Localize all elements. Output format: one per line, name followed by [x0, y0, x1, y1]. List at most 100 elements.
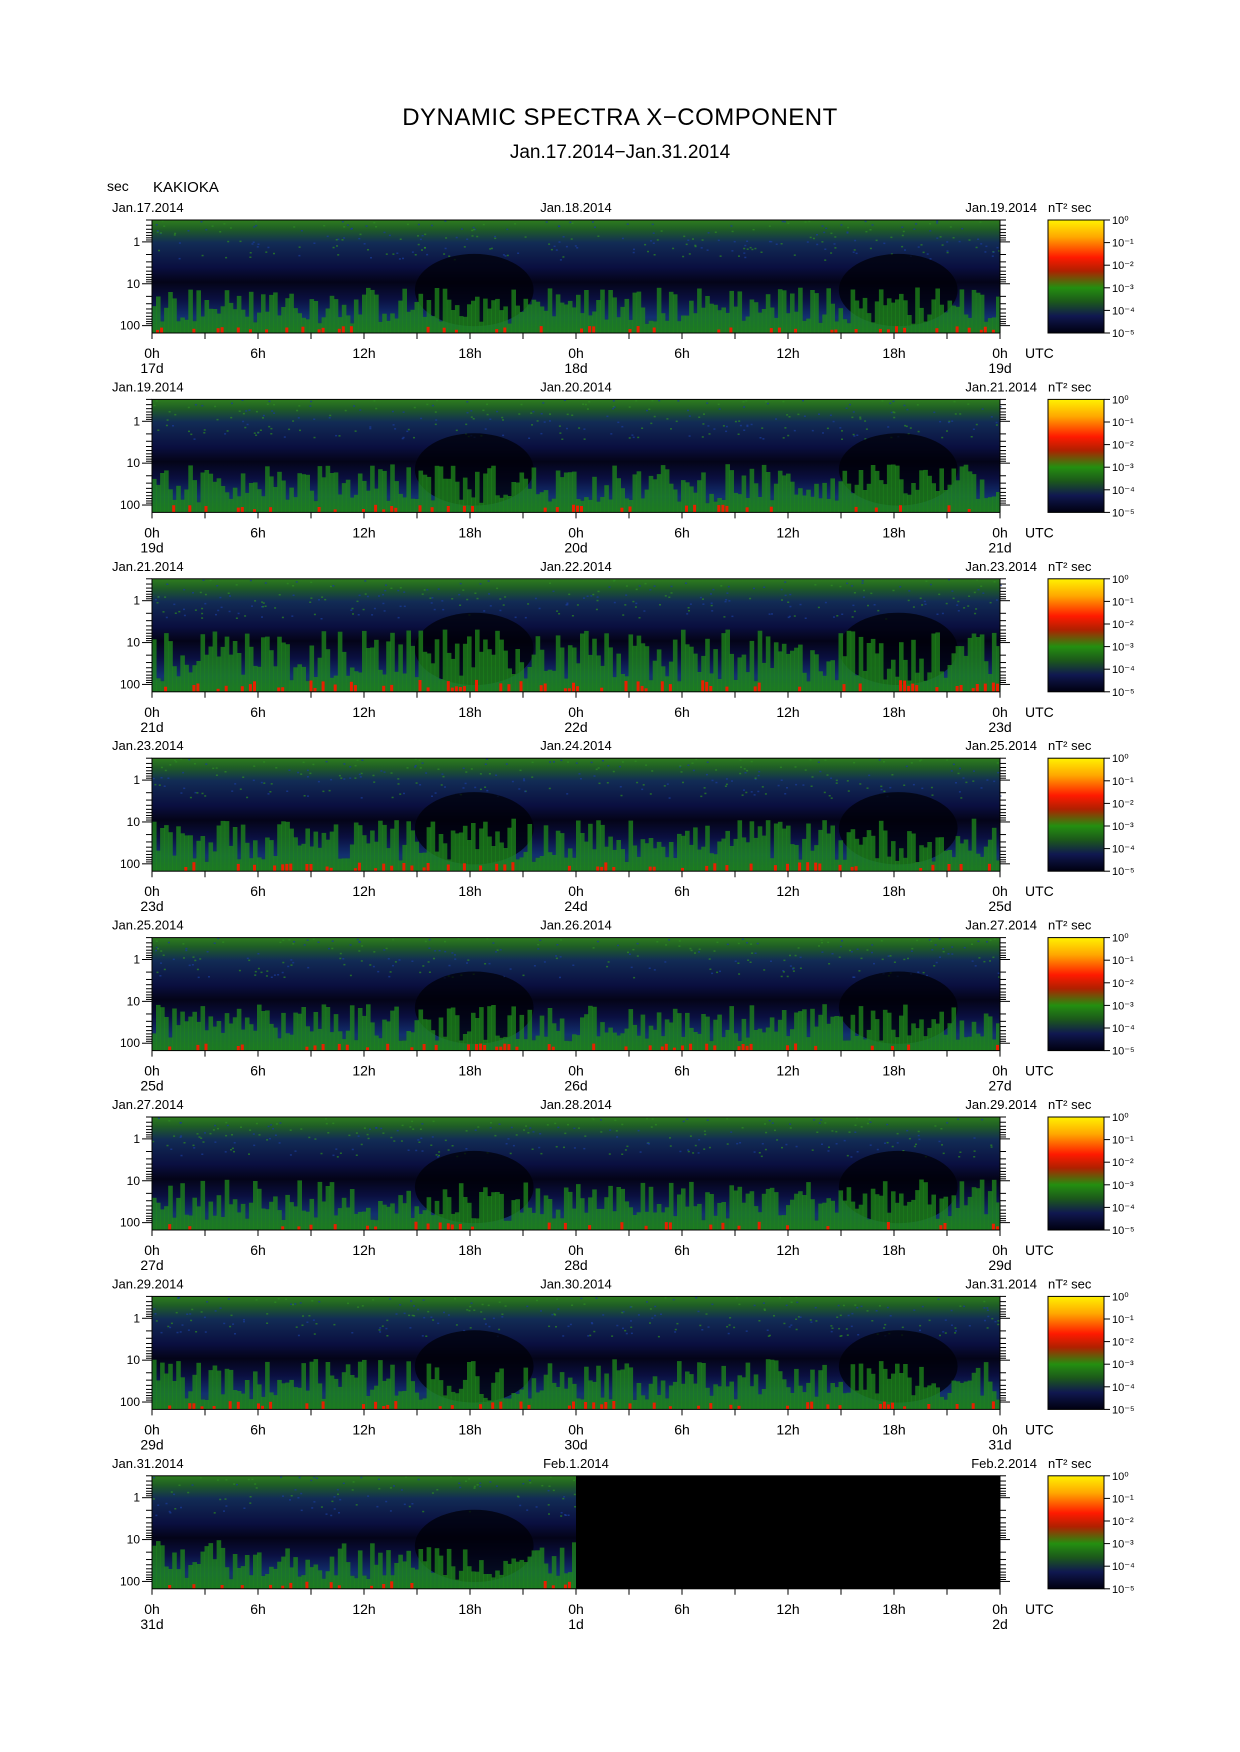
peak-power-bar — [454, 686, 458, 692]
noise-speck — [249, 1129, 252, 1131]
noise-speck — [864, 420, 867, 422]
activity-bar — [996, 1399, 1001, 1410]
noise-speck — [790, 1324, 793, 1326]
noise-speck — [378, 1329, 381, 1331]
activity-bar — [172, 1217, 177, 1230]
peak-power-bar — [357, 862, 361, 872]
noise-speck — [268, 400, 271, 403]
noise-speck — [178, 242, 181, 244]
activity-bar — [769, 668, 775, 692]
activity-bar — [761, 1193, 767, 1230]
noise-speck — [153, 1476, 156, 1479]
x-tick-label: 18h — [458, 1242, 481, 1258]
noise-speck — [313, 1501, 316, 1503]
noise-speck — [781, 220, 784, 223]
activity-bar — [769, 1017, 775, 1051]
activity-bar — [362, 630, 367, 692]
noise-speck — [403, 605, 406, 608]
activity-bar — [895, 299, 900, 333]
peak-power-bar — [777, 327, 781, 333]
noise-speck — [958, 791, 961, 793]
activity-bar — [495, 831, 500, 872]
peak-power-bar — [600, 687, 604, 692]
peak-power-bar — [236, 863, 240, 872]
noise-speck — [484, 963, 487, 965]
noise-speck — [492, 1317, 495, 1320]
noise-speck — [651, 399, 654, 402]
noise-speck — [854, 1131, 857, 1133]
activity-bar — [915, 1385, 920, 1410]
x-tick-label: 12h — [352, 883, 375, 899]
activity-bar — [983, 1013, 989, 1051]
activity-bar — [983, 846, 989, 872]
noise-speck — [260, 606, 263, 608]
noise-speck — [824, 259, 827, 261]
noise-speck — [621, 1123, 624, 1126]
noise-speck — [324, 1118, 327, 1120]
activity-bar — [349, 1575, 355, 1589]
noise-speck — [269, 791, 272, 793]
activity-bar — [624, 1028, 630, 1051]
noise-speck — [919, 597, 922, 599]
noise-speck — [950, 770, 953, 772]
peak-power-bar — [943, 1223, 947, 1230]
noise-speck — [402, 257, 404, 260]
noise-speck — [567, 1325, 570, 1328]
noise-speck — [639, 1151, 642, 1153]
day-left-label: 29d — [140, 1436, 163, 1452]
peak-power-bar — [462, 863, 466, 872]
noise-speck — [658, 399, 661, 402]
peak-power-bar — [394, 507, 398, 513]
activity-bar — [620, 306, 625, 333]
activity-bar — [156, 1541, 161, 1589]
noise-speck — [559, 432, 562, 434]
activity-bar — [426, 476, 432, 513]
noise-speck — [847, 226, 850, 229]
noise-speck — [459, 1486, 462, 1489]
activity-bar — [164, 1017, 169, 1051]
activity-bar — [515, 1393, 520, 1410]
y-tick-label: 10 — [127, 277, 141, 291]
colorbar-tick-label: 10⁻⁵ — [1112, 687, 1135, 699]
peak-power-bar — [257, 1403, 260, 1410]
noise-speck — [199, 591, 202, 594]
noise-speck — [227, 592, 230, 594]
x-tick-label: 0h — [144, 883, 160, 899]
noise-speck — [235, 584, 238, 586]
noise-speck — [193, 438, 196, 440]
noise-speck — [838, 1327, 841, 1330]
noise-speck — [786, 414, 789, 416]
noise-speck — [388, 975, 391, 978]
noise-speck — [205, 763, 208, 765]
activity-bar — [640, 498, 646, 513]
noise-speck — [383, 610, 386, 612]
y-tick-label: 1 — [133, 1132, 140, 1146]
day-left-label: 27d — [140, 1257, 163, 1273]
noise-speck — [936, 220, 939, 222]
noise-speck — [646, 1142, 649, 1145]
x-tick-label: 0h — [568, 1242, 584, 1258]
activity-bar — [309, 1361, 315, 1410]
noise-speck — [920, 244, 923, 246]
noise-speck — [614, 1119, 617, 1122]
noise-speck — [394, 428, 397, 430]
noise-speck — [917, 1130, 920, 1133]
colorbar-tick-label: 10⁻¹ — [1112, 1314, 1134, 1326]
peak-power-bar — [705, 1043, 709, 1051]
noise-speck — [325, 1513, 328, 1515]
noise-speck — [214, 1310, 217, 1312]
activity-bar — [781, 1010, 787, 1051]
noise-speck — [464, 782, 467, 785]
x-tick-label: 0h — [144, 524, 160, 540]
noise-speck — [768, 240, 771, 243]
activity-bar — [939, 304, 944, 333]
noise-speck — [300, 1128, 303, 1130]
activity-bar — [378, 669, 383, 692]
activity-bar — [644, 1399, 650, 1410]
noise-speck — [187, 230, 190, 232]
noise-speck — [225, 256, 228, 259]
peak-power-bar — [277, 687, 281, 692]
activity-bar — [293, 1557, 298, 1589]
peak-power-bar — [705, 681, 709, 692]
noise-speck — [869, 1144, 872, 1146]
